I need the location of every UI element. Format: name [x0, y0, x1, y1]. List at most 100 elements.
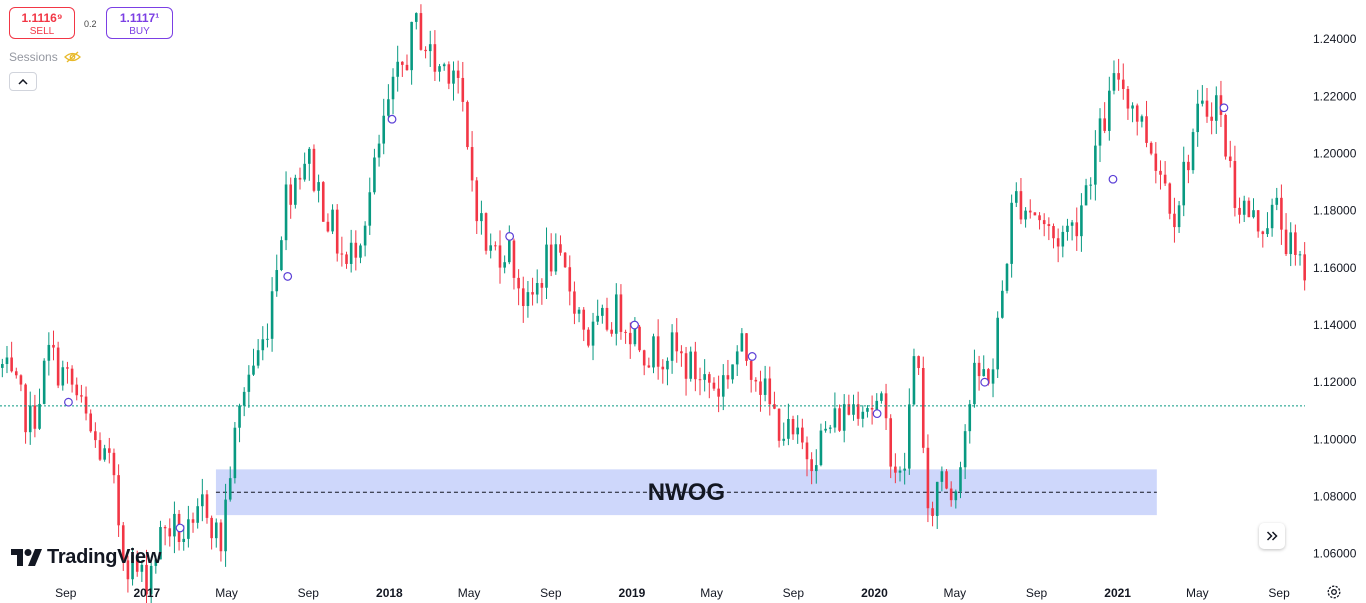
logo-text: TradingView	[47, 546, 162, 568]
collapse-button[interactable]	[9, 72, 37, 91]
candle	[1238, 197, 1241, 224]
scroll-to-realtime-button[interactable]	[1259, 523, 1285, 549]
candle-body	[173, 513, 176, 537]
candle	[61, 360, 65, 391]
candle-body	[182, 538, 186, 542]
candle-body	[870, 408, 874, 410]
candle	[33, 394, 37, 438]
candle	[1168, 182, 1172, 220]
candle-body	[908, 404, 911, 469]
candle-body	[549, 244, 553, 272]
buy-button[interactable]: 1.1117¹ BUY	[106, 7, 173, 39]
candle	[256, 339, 260, 369]
candle	[689, 346, 693, 382]
candle	[242, 387, 246, 417]
candle-body	[652, 336, 655, 368]
candle	[1294, 224, 1297, 266]
candle	[670, 324, 674, 374]
candle-body	[977, 362, 981, 377]
candle	[266, 323, 269, 348]
sell-button[interactable]: 1.1116⁹ SELL	[9, 7, 75, 39]
candle-body	[1298, 254, 1302, 256]
candle	[66, 361, 69, 384]
candle	[954, 489, 958, 509]
candle	[228, 466, 232, 502]
candle	[1014, 182, 1018, 208]
candle-body	[963, 431, 967, 468]
candle-body	[321, 182, 325, 222]
time-axis[interactable]: Sep 2017 May Sep 2018 May Sep 2019 May Sep 2020 May…	[55, 586, 1290, 600]
candle	[1112, 60, 1116, 95]
candle-body	[703, 374, 706, 380]
price-axis[interactable]: 1.24000 1.22000 1.20000 1.18000 1.16000 1.140…	[1313, 32, 1357, 561]
candle	[1047, 217, 1051, 241]
candle-body	[945, 471, 948, 489]
candle	[303, 152, 306, 182]
candle-body	[1, 364, 4, 368]
tradingview-logo[interactable]: TradingView	[11, 546, 161, 569]
gear-icon[interactable]	[1326, 584, 1342, 600]
candle	[963, 424, 967, 480]
candle-body	[1289, 232, 1293, 255]
candle	[833, 392, 837, 433]
candle	[98, 432, 102, 462]
candle-body	[10, 357, 13, 372]
candle-body	[14, 371, 18, 376]
eye-off-icon[interactable]	[63, 51, 81, 63]
candle	[214, 518, 218, 548]
candle	[354, 230, 358, 271]
candle	[154, 555, 158, 574]
sessions-indicator[interactable]: Sessions	[9, 50, 81, 64]
candle-body	[968, 404, 972, 432]
candle	[1098, 108, 1102, 163]
session-marker	[872, 409, 882, 419]
price-tick-label: 1.12000	[1313, 375, 1357, 389]
candle	[321, 181, 325, 222]
candle	[814, 449, 818, 484]
candle	[549, 233, 553, 277]
candle-body	[47, 344, 51, 361]
candle-body	[656, 336, 660, 367]
candle-body	[628, 332, 632, 345]
candle-body	[554, 244, 558, 272]
candle	[1261, 230, 1265, 248]
candle-body	[1242, 200, 1246, 215]
candle	[363, 221, 367, 257]
session-marker	[630, 320, 639, 330]
candle-body	[833, 408, 837, 428]
candle-body	[777, 408, 781, 441]
candle	[1187, 154, 1190, 184]
candle	[298, 167, 302, 190]
buy-price: 1.1117¹	[119, 11, 160, 25]
session-marker	[1108, 174, 1118, 184]
candle-body	[782, 438, 786, 441]
candle	[666, 357, 669, 386]
candle-body	[633, 326, 637, 345]
candle	[1117, 58, 1120, 91]
candle-body	[284, 184, 288, 241]
candle	[1080, 193, 1083, 252]
candle-body	[1089, 184, 1093, 186]
candle-body	[1117, 73, 1120, 80]
candle	[1303, 242, 1306, 291]
candle-body	[1224, 114, 1227, 157]
candle	[1270, 198, 1274, 237]
candle	[847, 394, 851, 416]
session-marker	[1219, 103, 1229, 113]
candle	[656, 319, 660, 380]
spread-value: 0.2	[84, 19, 97, 29]
candle-body	[921, 368, 925, 448]
candle-body	[1177, 205, 1181, 228]
candle-body	[917, 356, 920, 369]
candle-body	[884, 393, 888, 419]
candle	[838, 404, 841, 432]
candle	[1280, 184, 1283, 245]
candle-body	[894, 466, 897, 473]
candle-body	[126, 560, 130, 580]
candle-body	[401, 61, 404, 65]
candle	[768, 366, 772, 416]
candle-body	[880, 393, 883, 401]
nwog-label: NWOG	[648, 479, 725, 506]
candle-body	[433, 44, 437, 72]
